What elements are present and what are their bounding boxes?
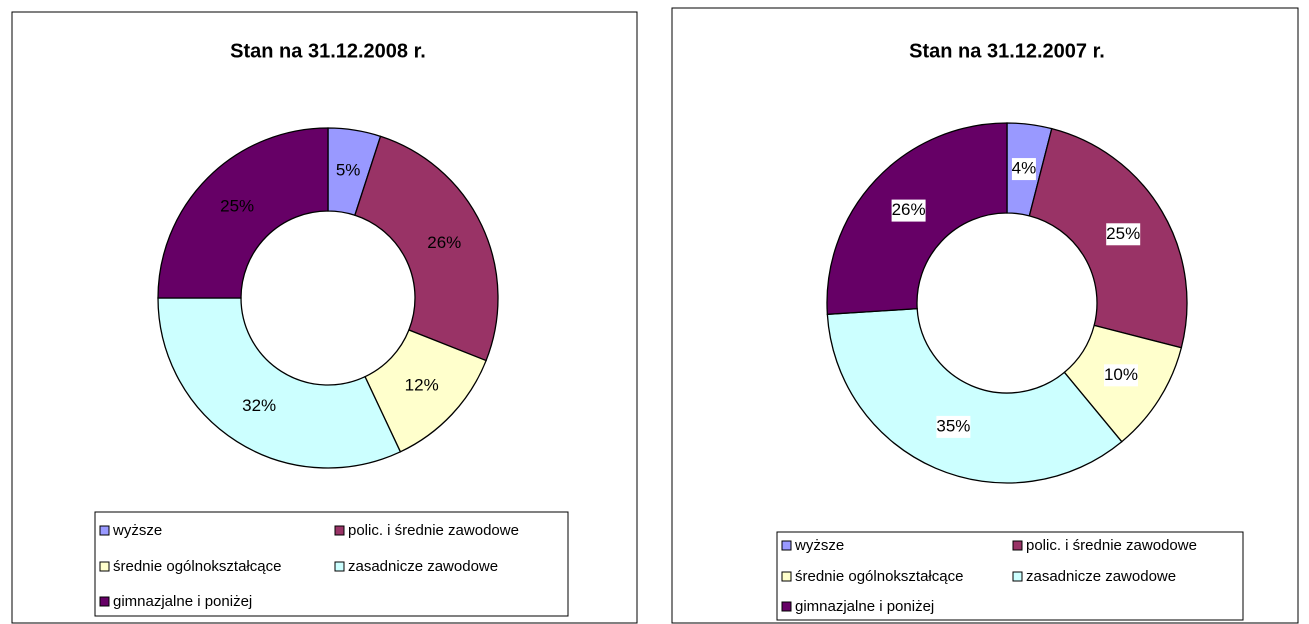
legend-swatch [781,601,792,612]
legend-label: średnie ogólnokształcące [113,558,281,575]
data-label: 12% [405,375,439,394]
data-label: 10% [1104,365,1138,384]
label-background [936,415,971,438]
legend-swatch [334,525,345,536]
data-label: 32% [242,396,276,415]
legend-frame [94,511,569,617]
legend-swatch [99,596,110,607]
legend-label: wyższe [112,522,162,539]
label-background [891,199,926,222]
chart-frame [671,7,1299,624]
legend-swatch [1012,571,1023,582]
data-label: 5% [336,161,361,180]
chart-title: Stan na 31.12.2007 r. [909,40,1105,62]
donut-slice [157,297,402,469]
label-background [1106,223,1141,246]
donut-slice [157,127,329,299]
legend-label: gimnazjalne i poniżej [795,598,934,615]
data-label: 25% [220,197,254,216]
legend-swatch [99,525,110,536]
legend-swatch [1012,540,1023,551]
legend-label: zasadnicze zawodowe [1026,568,1176,585]
data-label: 35% [936,416,970,435]
chart-title: Stan na 31.12.2008 r. [230,40,426,62]
label-background [1103,364,1138,387]
legend-swatch [99,561,110,572]
legend-label: polic. i średnie zawodowe [1026,537,1197,554]
legend-label: wyższe [794,537,844,554]
legend-frame [776,531,1244,621]
legend-swatch [781,540,792,551]
legend-swatch [334,561,345,572]
data-label: 26% [892,200,926,219]
label-background [1011,158,1036,181]
donut-slice [826,307,1123,484]
donut-slice [354,135,499,362]
legend-label: polic. i średnie zawodowe [348,522,519,539]
data-label: 26% [427,233,461,252]
legend-label: zasadnicze zawodowe [348,558,498,575]
legend-label: gimnazjalne i poniżej [113,593,252,610]
data-label: 25% [1106,224,1140,243]
data-label: 4% [1012,159,1037,178]
legend-label: średnie ogólnokształcące [795,568,963,585]
legend-swatch [781,571,792,582]
